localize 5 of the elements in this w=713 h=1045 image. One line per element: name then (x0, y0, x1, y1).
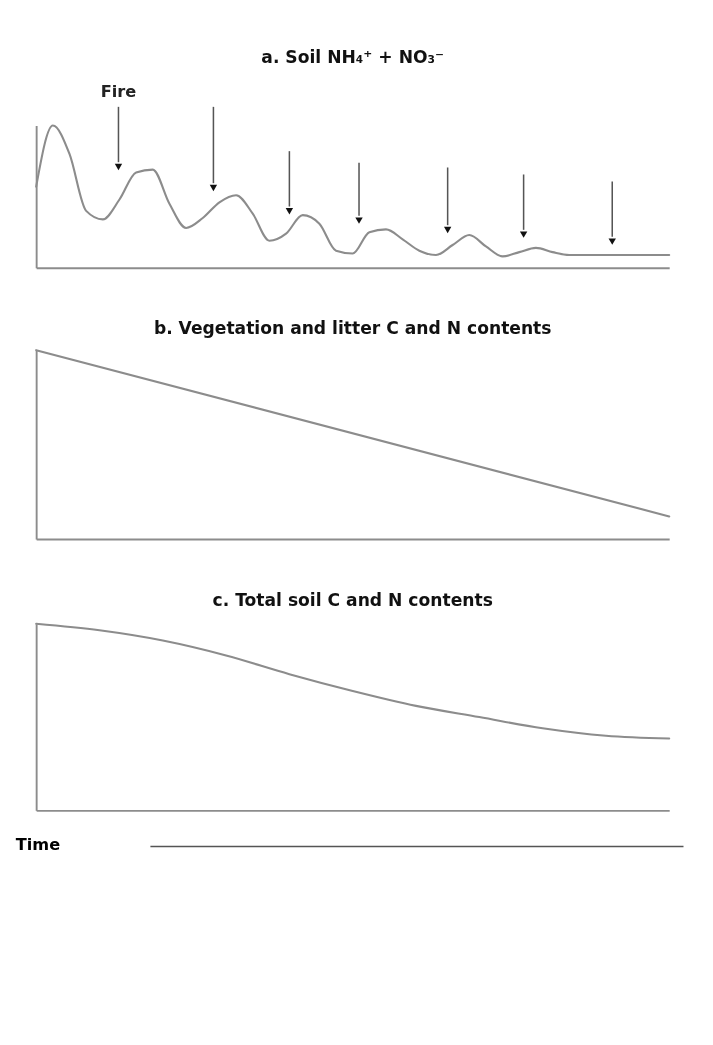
chart-title: a. Soil NH₄⁺ + NO₃⁻ (261, 47, 445, 68)
chart-title: c. Total soil C and N contents (212, 589, 493, 610)
x-axis-title: Time (15, 834, 61, 854)
text: Fire (100, 82, 137, 102)
chart-title: b. Vegetation and litter C and N contents (153, 318, 552, 339)
